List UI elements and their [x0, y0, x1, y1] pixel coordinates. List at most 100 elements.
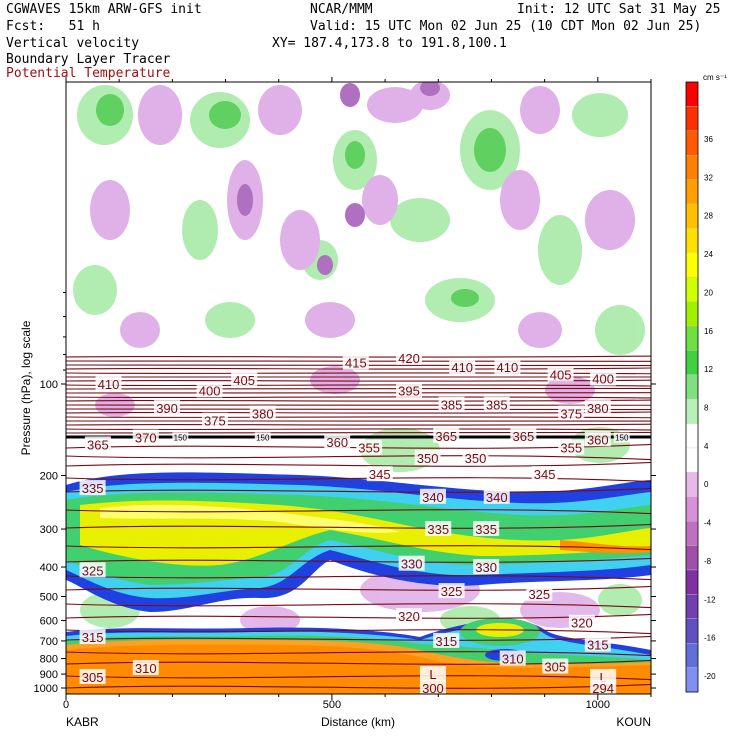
colorbar-label: -4	[704, 519, 712, 528]
theta-label-bg	[483, 488, 510, 504]
x-end-station: KOUN	[616, 715, 651, 729]
theta-label-bg	[79, 562, 106, 578]
theta-label: 340	[486, 490, 508, 505]
colorbar-label: 24	[704, 250, 713, 259]
theta-label-bg	[613, 432, 630, 443]
theta-label: 355	[358, 441, 380, 456]
theta-label-bg	[419, 666, 446, 682]
theta-label-bg	[356, 439, 383, 455]
colorbar-swatch	[685, 594, 699, 619]
colorbar-label: 36	[704, 135, 713, 144]
colorbar-label: 32	[704, 173, 713, 182]
colorbar-swatch	[685, 81, 699, 107]
colorbar-swatch	[685, 374, 699, 400]
y-tick-label: 400	[40, 562, 58, 574]
theta-label: 370	[135, 431, 157, 446]
theta-label: 150	[174, 434, 188, 443]
y-axis-title: Pressure (hPa), log scale	[19, 320, 33, 455]
theta-label: 325	[528, 587, 550, 602]
theta-label: L	[429, 667, 436, 682]
potential-temperature-labels: 420 415 410 410 410 405 405 400 400 395 390 385 385 3…	[79, 349, 630, 696]
theta-label: 365	[87, 437, 109, 452]
y-tick-label: 100	[40, 379, 58, 391]
theta-label: 315	[82, 630, 104, 645]
theta-label: 310	[135, 661, 157, 676]
y-tick-label: 600	[40, 616, 58, 628]
theta-contour	[66, 399, 651, 402]
theta-label-bg	[494, 359, 521, 375]
colorbar-swatch	[685, 155, 699, 180]
colorbar-label: 28	[704, 212, 713, 221]
colorbar-swatch	[685, 252, 699, 278]
theta-label-bg	[449, 359, 476, 375]
theta-label-bg	[483, 396, 510, 412]
y-tick-label: 900	[40, 669, 58, 681]
plot-frame	[65, 81, 652, 695]
tracer-boundary-layer	[66, 618, 651, 694]
theta-label: 375	[560, 406, 582, 421]
colorbar-label: 12	[704, 365, 713, 374]
theta-label: 150	[256, 434, 270, 443]
theta-label-bg	[473, 521, 500, 537]
theta-label: 310	[502, 652, 524, 667]
y-tick-label: 300	[40, 524, 58, 536]
field-boundary-layer-tracer: Boundary Layer Tracer	[6, 52, 171, 67]
theta-label: 350	[417, 451, 439, 466]
theta-label-bg	[201, 412, 228, 428]
theta-label: 335	[475, 522, 497, 537]
theta-label-bg	[342, 354, 369, 370]
colorbar: 36 32 28 24 20 16 12 8 4 0 -4 -8 -12 -16 -20	[685, 81, 716, 693]
colorbar-swatch	[685, 472, 699, 497]
theta-label: 330	[475, 560, 497, 575]
theta-contour	[66, 487, 651, 493]
theta-label: 360	[326, 435, 348, 450]
colorbar-swatch	[685, 667, 699, 693]
colorbar-label: 4	[704, 442, 709, 451]
theta-contour	[66, 384, 651, 387]
theta-contour	[66, 477, 651, 483]
theta-label: 405	[550, 367, 572, 382]
theta-label: 305	[544, 660, 566, 675]
theta-label: 395	[398, 383, 420, 398]
theta-label: 390	[156, 401, 178, 416]
theta-label-bg	[542, 658, 569, 674]
x-axis: 0 500 1000	[63, 77, 652, 711]
theta-contour	[66, 408, 651, 411]
theta-contour	[66, 575, 651, 581]
x-tick-label: 1000	[586, 699, 610, 711]
theta-label: 330	[401, 557, 423, 572]
theta-label: 410	[98, 377, 120, 392]
colorbar-swatch	[685, 228, 699, 253]
theta-label: 365	[435, 429, 457, 444]
theta-label: 345	[369, 467, 391, 482]
theta-label: 400	[199, 383, 221, 398]
theta-contour	[66, 461, 651, 467]
x-axis-title: Distance (km)	[321, 715, 395, 729]
theta-contour	[66, 428, 651, 431]
theta-label-bg	[568, 614, 595, 630]
theta-label: 150	[615, 434, 629, 443]
theta-label: 385	[441, 398, 463, 413]
theta-label: 420	[398, 351, 420, 366]
theta-label: 325	[82, 563, 104, 578]
theta-label-bg	[254, 432, 271, 443]
theta-label-bg	[425, 521, 452, 537]
theta-label: 380	[252, 406, 274, 421]
theta-label-bg	[531, 466, 558, 482]
x-tick-label: 0	[63, 699, 69, 711]
colorbar-label: -16	[704, 634, 716, 643]
theta-label: 300	[422, 681, 444, 696]
theta-contour	[66, 431, 651, 434]
theta-label-bg	[584, 400, 611, 416]
xy-coordinates: XY= 187.4,173.8 to 191.8,100.1	[272, 36, 507, 51]
forecast-hour: Fcst: 51 h	[6, 19, 100, 34]
theta-label: 365	[513, 429, 535, 444]
theta-label-bg	[510, 427, 537, 443]
theta-label: 410	[451, 360, 473, 375]
theta-contour	[66, 629, 651, 635]
theta-label: 335	[82, 481, 104, 496]
theta-label: 315	[587, 638, 609, 653]
theta-contour	[66, 635, 651, 641]
y-tick-label: 1000	[34, 683, 58, 695]
